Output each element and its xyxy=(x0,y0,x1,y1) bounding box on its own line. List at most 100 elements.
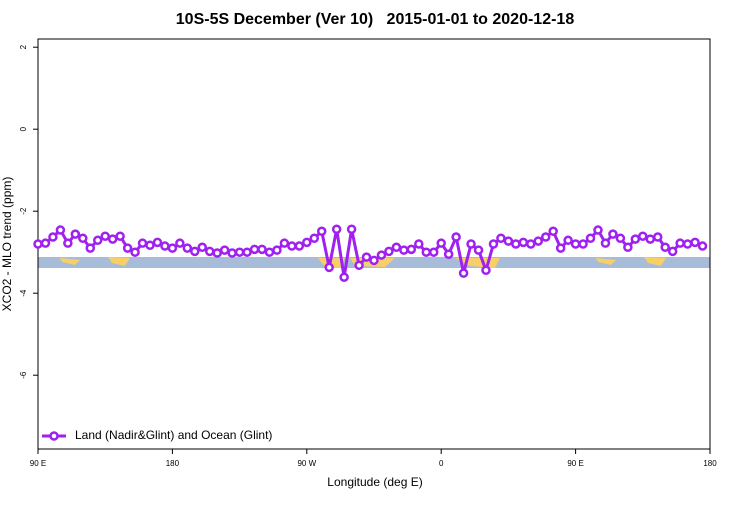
data-point xyxy=(316,226,327,237)
y-tick-label: 2 xyxy=(19,44,28,49)
data-point xyxy=(40,238,51,248)
data-point xyxy=(145,240,155,250)
x-tick-label: 90 E xyxy=(30,459,46,468)
legend-marker xyxy=(49,431,59,441)
data-point xyxy=(227,248,237,258)
data-point xyxy=(466,239,476,249)
data-point xyxy=(272,245,282,255)
data-point xyxy=(354,260,364,271)
data-point xyxy=(667,246,678,257)
data-point xyxy=(376,250,387,260)
y-tick-label: -4 xyxy=(19,289,28,297)
data-point xyxy=(428,247,439,257)
data-point xyxy=(294,241,305,251)
data-point xyxy=(204,246,215,257)
data-point xyxy=(391,242,402,253)
y-tick-label: -2 xyxy=(19,207,28,215)
data-point xyxy=(600,238,611,248)
data-point xyxy=(488,239,499,249)
data-point xyxy=(690,237,700,248)
data-point xyxy=(309,233,320,244)
data-point xyxy=(623,242,633,253)
data-point xyxy=(137,238,148,248)
data-point xyxy=(190,246,200,257)
data-point xyxy=(518,237,529,248)
data-point xyxy=(458,268,469,278)
data-point xyxy=(182,243,193,253)
data-point xyxy=(593,225,603,235)
data-point xyxy=(279,238,290,248)
x-tick-label: 0 xyxy=(439,459,444,468)
x-tick-label: 180 xyxy=(166,459,180,468)
data-point xyxy=(608,229,618,239)
data-point xyxy=(219,245,230,255)
data-point xyxy=(167,243,178,253)
data-point xyxy=(511,239,521,249)
data-point xyxy=(287,241,297,251)
data-point xyxy=(175,238,185,248)
data-point xyxy=(443,249,454,259)
data-point xyxy=(100,231,110,241)
data-point xyxy=(496,233,506,244)
data-point xyxy=(331,224,342,234)
data-point xyxy=(324,262,334,273)
data-point xyxy=(234,247,245,257)
data-point xyxy=(70,229,81,239)
data-point xyxy=(197,242,208,253)
data-point xyxy=(48,232,58,242)
data-point xyxy=(570,239,581,249)
data-point xyxy=(264,247,275,257)
y-tick-label: -6 xyxy=(19,371,28,379)
data-point xyxy=(212,248,222,258)
chart-title: 10S-5S December (Ver 10) 2015-01-01 to 2… xyxy=(176,11,575,28)
data-point xyxy=(414,239,424,249)
data-point xyxy=(697,241,708,251)
data-point xyxy=(540,232,551,242)
data-point xyxy=(682,239,693,249)
data-point xyxy=(652,232,663,242)
data-point xyxy=(361,252,372,262)
data-point xyxy=(645,234,656,244)
data-point xyxy=(160,241,170,251)
data-point xyxy=(660,242,670,253)
data-point xyxy=(249,244,260,255)
data-point xyxy=(451,232,461,242)
data-point xyxy=(339,272,349,282)
data-point xyxy=(257,244,267,255)
legend-label: Land (Nadir&Glint) and Ocean (Glint) xyxy=(75,428,272,442)
x-tick-label: 90 E xyxy=(567,459,583,468)
data-point xyxy=(33,239,43,249)
data-point xyxy=(638,231,648,241)
data-point xyxy=(630,234,641,244)
data-point xyxy=(242,247,252,257)
data-point xyxy=(436,238,446,248)
data-point xyxy=(473,245,484,255)
data-point xyxy=(55,225,66,235)
data-point xyxy=(555,243,566,253)
data-point xyxy=(526,239,536,249)
data-point xyxy=(107,234,118,244)
data-point xyxy=(384,246,394,257)
data-point xyxy=(122,243,133,253)
y-tick-label: 0 xyxy=(19,126,28,131)
x-axis-label: Longitude (deg E) xyxy=(327,475,422,489)
data-point xyxy=(421,247,432,257)
data-point xyxy=(578,239,588,249)
data-point xyxy=(63,238,73,248)
data-point xyxy=(675,238,685,248)
data-point xyxy=(503,236,514,246)
data-point xyxy=(302,237,312,248)
data-point xyxy=(115,231,125,241)
y-axis-label: XCO2 - MLO trend (ppm) xyxy=(0,177,14,312)
data-point xyxy=(92,235,103,246)
data-point xyxy=(548,226,558,237)
data-point xyxy=(481,265,491,275)
data-point xyxy=(615,233,626,244)
data-point xyxy=(130,247,140,257)
data-point xyxy=(85,243,96,253)
data-point xyxy=(369,255,379,266)
data-point xyxy=(346,224,357,234)
data-point xyxy=(399,245,409,255)
